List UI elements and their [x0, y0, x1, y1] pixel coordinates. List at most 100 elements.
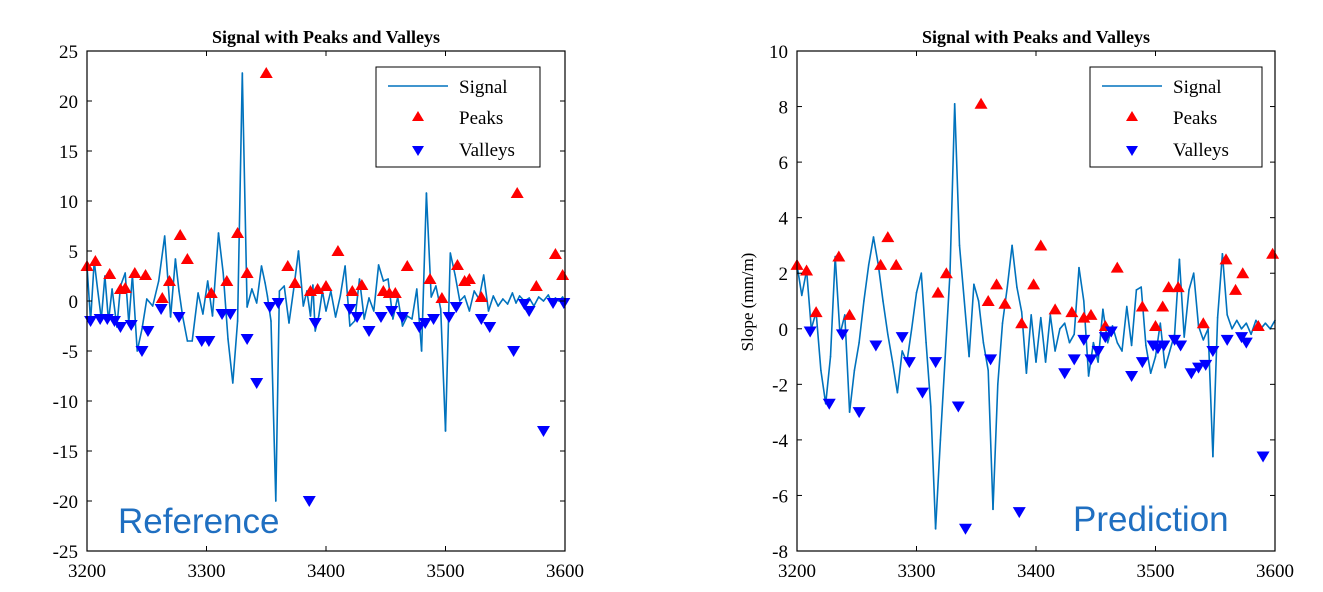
y-tick-label: -8 — [772, 542, 788, 563]
signal-segment — [968, 283, 975, 358]
signal-segment — [1178, 258, 1185, 338]
valley-marker — [1206, 346, 1220, 357]
signal-segment — [987, 369, 994, 511]
x-tick-label: 3600 — [1256, 561, 1294, 582]
signal-segment — [973, 283, 980, 302]
signal-segment — [542, 294, 550, 302]
signal-segment — [349, 320, 356, 327]
peak-marker — [118, 282, 132, 293]
signal-segment — [953, 103, 961, 247]
signal-segment — [1183, 289, 1190, 338]
peak-marker — [162, 275, 176, 286]
valley-marker — [929, 357, 943, 369]
valley-marker — [984, 354, 998, 366]
valley-marker — [517, 299, 531, 310]
peak-marker — [400, 260, 414, 271]
valley-marker — [557, 298, 571, 309]
signal-segment — [1192, 272, 1200, 327]
signal-segment — [468, 290, 476, 312]
y-tick-label: -10 — [53, 392, 78, 413]
signal-segment — [435, 285, 442, 310]
signal-segment — [848, 369, 856, 413]
valley-marker — [449, 302, 463, 313]
valley-marker — [271, 298, 285, 309]
legend: Signal Peaks Valleys — [375, 66, 541, 168]
peak-marker — [435, 292, 449, 303]
y-tick-label: 2 — [779, 264, 789, 285]
signal-segment — [877, 264, 884, 302]
valley-marker — [1125, 371, 1139, 382]
annotation-prediction: Prediction — [1073, 500, 1229, 539]
y-tick-label: 10 — [59, 192, 78, 213]
valley-marker — [1184, 368, 1198, 380]
signal-segment — [502, 298, 509, 305]
signal-segment — [174, 258, 180, 292]
signal-segment — [1240, 322, 1248, 330]
valley-marker — [308, 318, 322, 329]
valley-marker — [1091, 346, 1105, 357]
peak-marker — [423, 273, 437, 284]
valley-marker — [124, 320, 138, 331]
signal-segment — [458, 295, 466, 302]
valley-marker — [412, 322, 426, 333]
valley-marker — [302, 496, 316, 507]
signal-segment — [1135, 286, 1142, 291]
legend-box — [375, 66, 541, 168]
peak-marker — [1149, 320, 1162, 331]
signal-segment — [260, 265, 266, 284]
peak-marker — [173, 229, 187, 240]
signal-segment — [896, 350, 904, 394]
chart-prediction: Signal with Peaks and Valleys Slope (mm/… — [738, 27, 1294, 582]
signal-segment — [515, 295, 521, 304]
valley-marker — [1157, 340, 1171, 352]
signal-segment — [511, 292, 517, 304]
signal-segment — [882, 300, 889, 336]
signal-segment — [1030, 314, 1037, 363]
signal-segment — [1202, 327, 1209, 341]
signal-segment — [124, 272, 130, 324]
legend-peaks-label: Peaks — [459, 108, 503, 129]
x-tick-label: 3200 — [778, 561, 816, 582]
signal-segment — [1188, 272, 1195, 291]
signal-segment — [297, 250, 305, 307]
valley-markers — [803, 326, 1270, 535]
valley-marker — [507, 346, 521, 357]
signal-segment — [863, 264, 870, 302]
signal-segment — [232, 320, 239, 384]
valley-marker — [1174, 340, 1188, 352]
signal-segment — [934, 439, 942, 530]
signal-segment — [1073, 266, 1080, 336]
signal-segment — [958, 244, 966, 302]
signal-segment — [925, 341, 932, 408]
peak-marker — [128, 267, 142, 278]
peak-marker — [281, 260, 295, 271]
peak-marker — [1065, 306, 1079, 318]
legend-peaks-swatch — [412, 111, 424, 121]
x-tick-label: 3200 — [68, 561, 106, 582]
y-tick-label: -2 — [772, 375, 788, 396]
signal-segment — [1025, 314, 1032, 375]
valley-marker — [852, 407, 866, 419]
valley-marker — [1058, 368, 1072, 380]
peak-marker — [1236, 267, 1250, 279]
signal-segment — [157, 235, 166, 282]
x-tick-label: 3500 — [427, 561, 465, 582]
signal-segment — [317, 290, 324, 317]
x-tick-label: 3300 — [898, 561, 936, 582]
valley-marker — [374, 312, 388, 323]
valley-marker — [1235, 332, 1249, 344]
signal-segment — [1216, 253, 1224, 319]
signal-segment — [1197, 325, 1205, 341]
valley-marker — [223, 309, 237, 320]
signal-segment — [283, 285, 290, 324]
peak-marker — [1196, 317, 1210, 329]
valley-marker — [141, 326, 155, 337]
signal-segment — [274, 290, 281, 502]
signal-segment — [853, 341, 860, 372]
signal-segment — [329, 290, 337, 318]
signal-segment — [1236, 319, 1243, 330]
valley-marker — [474, 314, 488, 325]
x-tick-label: 3400 — [1017, 561, 1055, 582]
peak-marker — [889, 258, 903, 270]
valley-marker — [1084, 354, 1098, 366]
